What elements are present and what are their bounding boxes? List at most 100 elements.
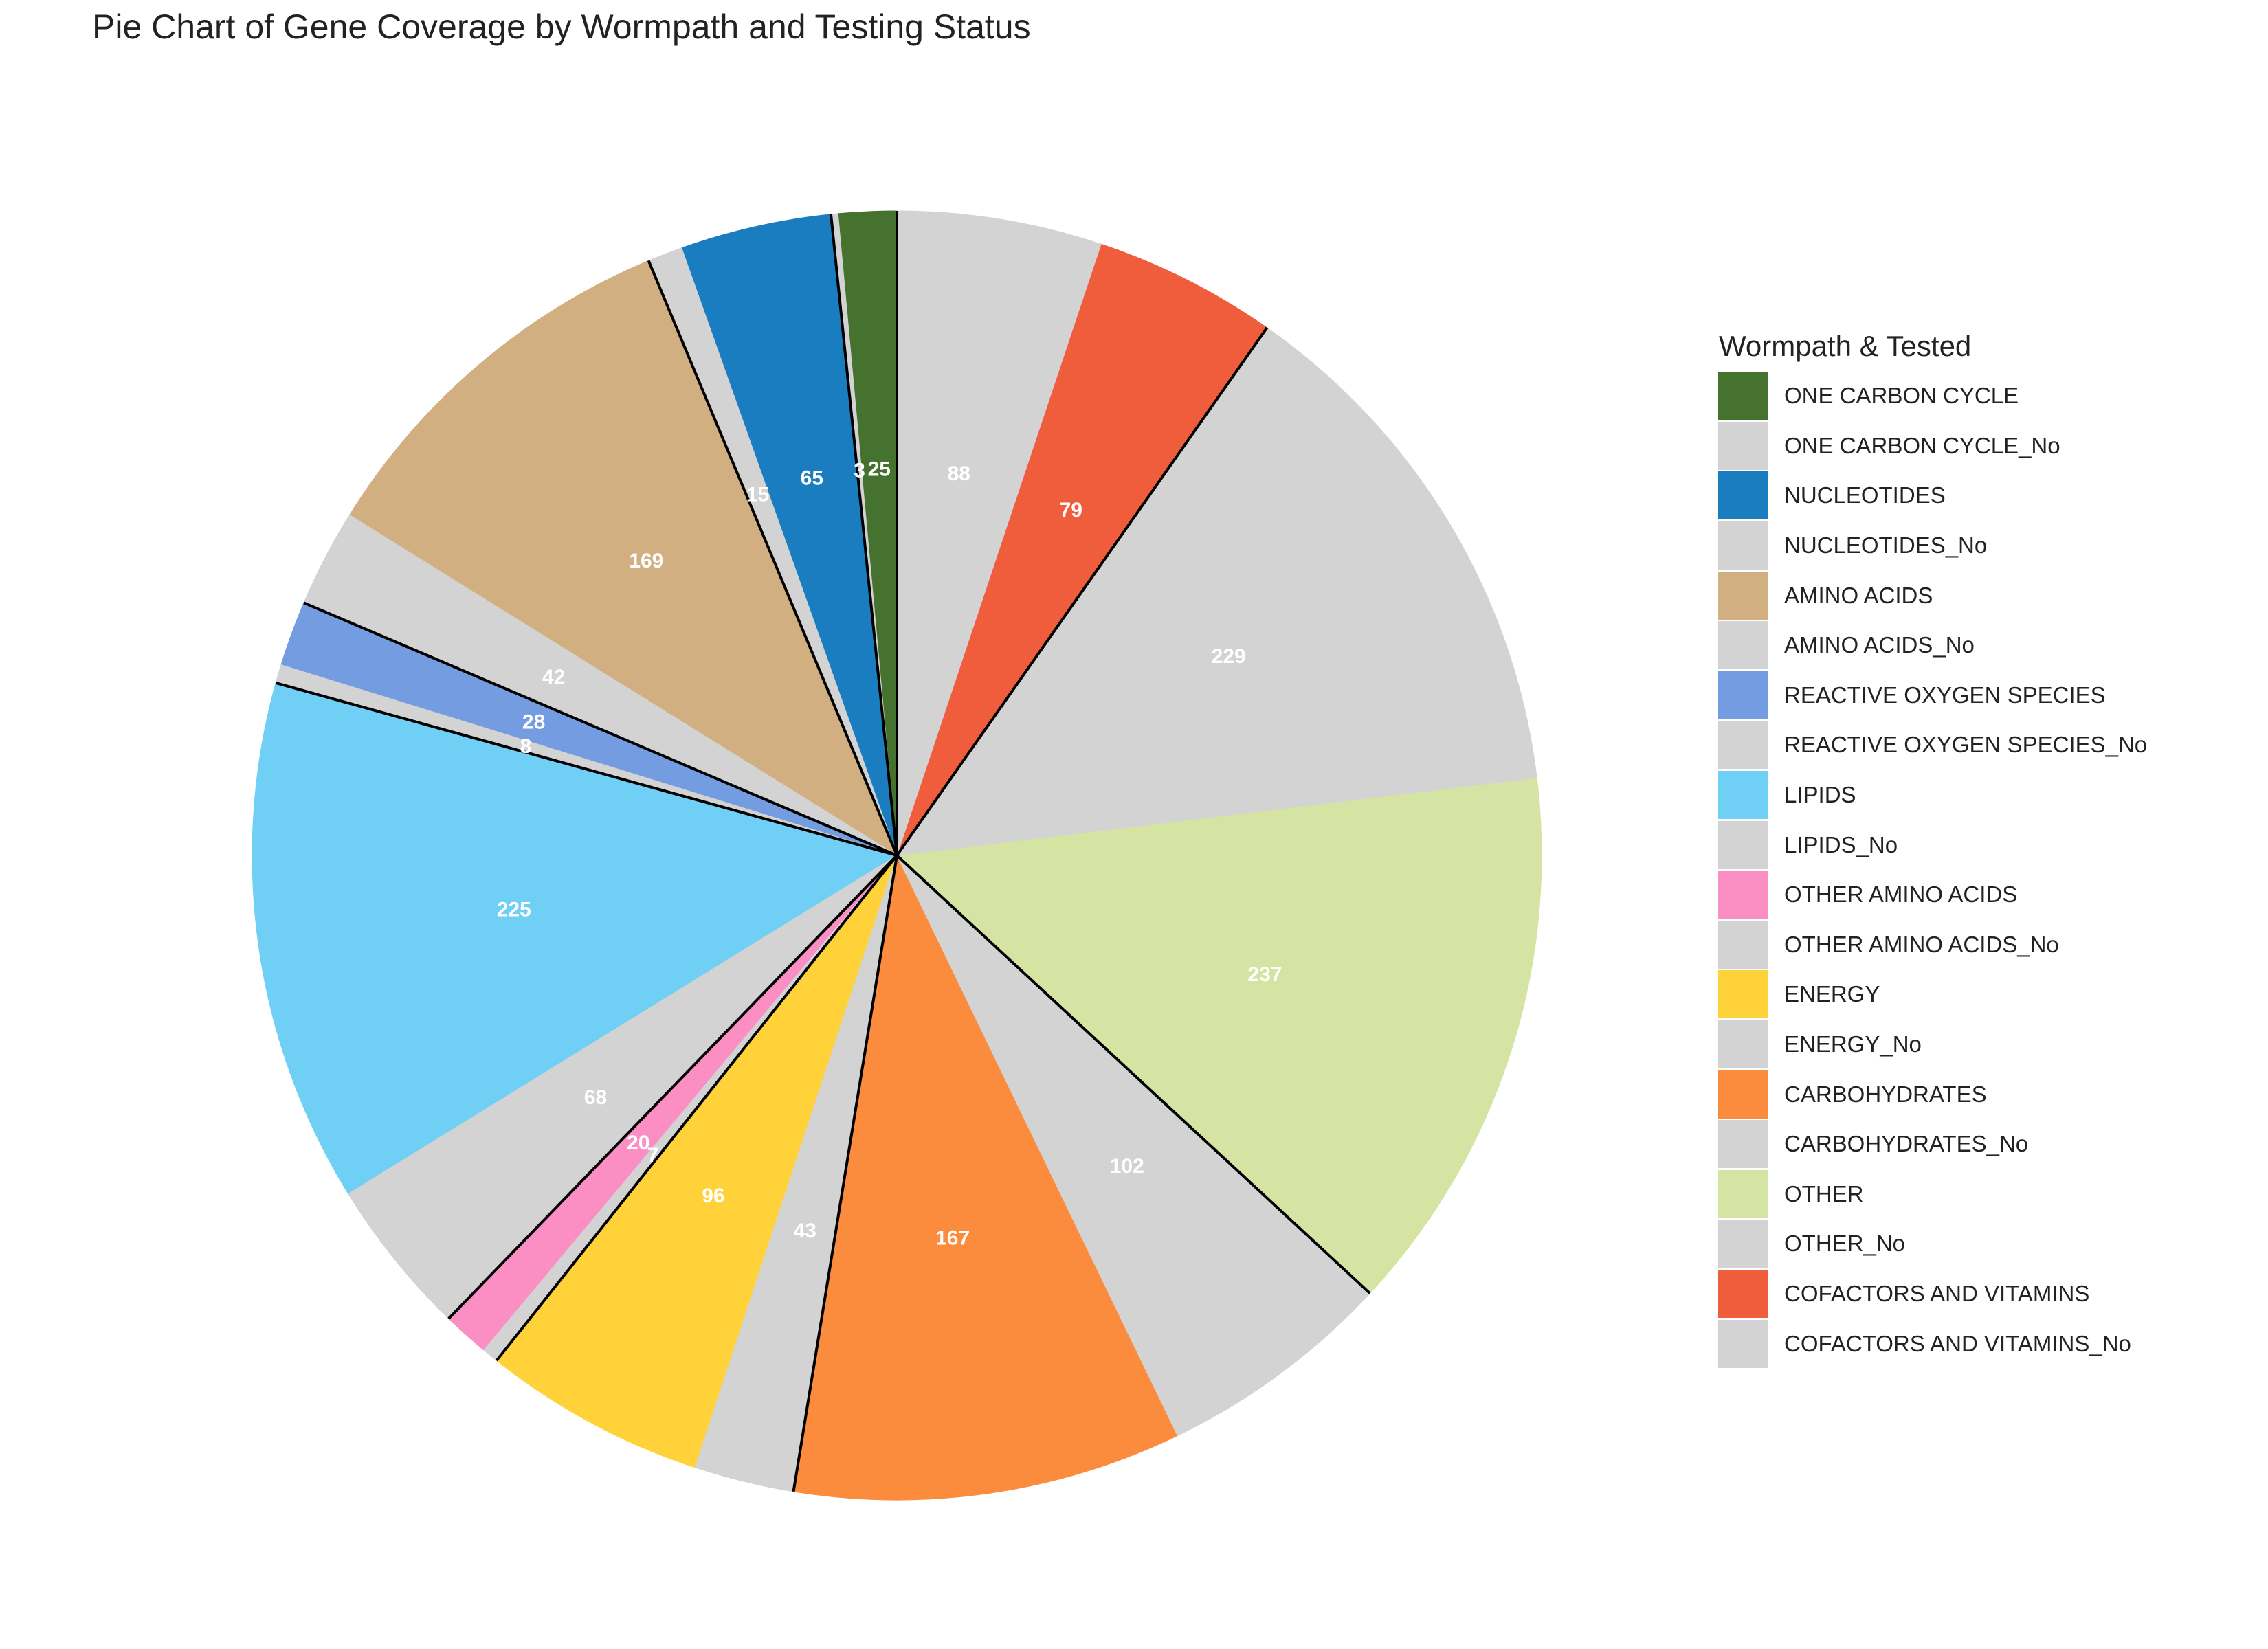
slice-value-label-other-amino-acids: 20 xyxy=(627,1132,649,1154)
legend-item-carbohydrates-no: CARBOHYDRATES_No xyxy=(1718,1119,2147,1169)
slice-value-label-amino-acids-no: 42 xyxy=(542,666,565,688)
slice-cofactors-and-vitamins xyxy=(896,243,1268,856)
group-dividers xyxy=(275,211,1371,1492)
legend-swatch xyxy=(1718,1169,1768,1218)
group-divider-line xyxy=(303,601,898,857)
slice-value-label-other: 237 xyxy=(1247,963,1282,986)
legend-item-carbohydrates: CARBOHYDRATES xyxy=(1718,1069,2147,1119)
pie-slices xyxy=(252,210,1542,1501)
slice-value-label-energy-no: 43 xyxy=(794,1220,816,1242)
legend-label: OTHER AMINO ACIDS_No xyxy=(1784,931,2059,957)
legend-label: ONE CARBON CYCLE xyxy=(1784,383,2019,409)
legend-swatch xyxy=(1718,521,1768,570)
legend-swatch xyxy=(1718,1220,1768,1268)
legend-item-nucleotides-no: NUCLEOTIDES_No xyxy=(1718,521,2147,571)
legend-swatch xyxy=(1718,421,1768,470)
legend-swatch xyxy=(1718,1319,1768,1368)
legend-swatch xyxy=(1718,621,1768,670)
legend-label: NUCLEOTIDES_No xyxy=(1784,532,1988,559)
legend-label: COFACTORS AND VITAMINS xyxy=(1784,1280,2090,1306)
group-divider-line xyxy=(830,214,898,856)
group-divider-line xyxy=(896,326,1269,857)
legend-swatch xyxy=(1718,1120,1768,1169)
group-divider-line xyxy=(647,260,898,856)
slice-nucleotides xyxy=(681,214,898,856)
legend-item-other-amino-acids-no: OTHER AMINO ACIDS_No xyxy=(1718,920,2147,970)
legend-label: AMINO ACIDS_No xyxy=(1784,632,1975,658)
slice-value-label-carbohydrates: 167 xyxy=(935,1226,970,1249)
slice-energy xyxy=(496,855,898,1468)
legend-label: ENERGY xyxy=(1784,981,1880,1007)
slice-other xyxy=(896,777,1542,1294)
legend-label: CARBOHYDRATES_No xyxy=(1784,1131,2029,1157)
slice-value-label-cofactors-and-vitamins-no: 88 xyxy=(948,462,970,485)
slice-value-label-nucleotides: 65 xyxy=(801,467,823,489)
slice-carbohydrates-no xyxy=(896,855,1370,1437)
legend-swatch xyxy=(1718,671,1768,719)
legend-swatch xyxy=(1718,1269,1768,1318)
legend-label: OTHER AMINO ACIDS xyxy=(1784,882,2018,908)
slice-lipids-no xyxy=(348,855,898,1319)
legend-item-reactive-oxygen-species: REACTIVE OXYGEN SPECIES xyxy=(1718,671,2147,721)
legend-items: ONE CARBON CYCLE ONE CARBON CYCLE_No NUCLE… xyxy=(1718,371,2147,1369)
legend-item-other-no: OTHER_No xyxy=(1718,1219,2147,1269)
legend-title: Wormpath & Tested xyxy=(1719,330,1972,362)
legend-swatch xyxy=(1718,920,1768,969)
slice-value-label-carbohydrates-no: 102 xyxy=(1110,1155,1144,1178)
slice-carbohydrates xyxy=(792,854,1178,1501)
legend-item-lipids-no: LIPIDS_No xyxy=(1718,820,2147,870)
legend-swatch xyxy=(1718,471,1768,520)
legend-label: NUCLEOTIDES xyxy=(1784,482,1946,508)
legend-item-one-carbon-cycle-no: ONE CARBON CYCLE_No xyxy=(1718,421,2147,471)
legend-item-energy-no: ENERGY_No xyxy=(1718,1020,2147,1070)
legend-label: OTHER_No xyxy=(1784,1231,1906,1257)
slice-lipids xyxy=(252,682,898,1195)
legend-item-cofactors-and-vitamins-no: COFACTORS AND VITAMINS_No xyxy=(1718,1319,2147,1369)
legend-label: OTHER xyxy=(1784,1180,1864,1207)
group-divider-line xyxy=(275,682,898,857)
legend: Wormpath & Tested ONE CARBON CYCLE ONE CA… xyxy=(1718,330,2147,1369)
slice-value-label-amino-acids: 169 xyxy=(629,550,663,572)
legend-label: LIPIDS_No xyxy=(1784,831,1898,857)
legend-item-reactive-oxygen-species-no: REACTIVE OXYGEN SPECIES_No xyxy=(1718,720,2147,770)
legend-item-other-amino-acids: OTHER AMINO ACIDS xyxy=(1718,870,2147,920)
group-divider-line xyxy=(447,854,898,1320)
slice-amino-acids xyxy=(348,260,898,857)
legend-item-cofactors-and-vitamins: COFACTORS AND VITAMINS xyxy=(1718,1269,2147,1319)
legend-label: REACTIVE OXYGEN SPECIES xyxy=(1784,682,2106,708)
chart-title: Pie Chart of Gene Coverage by Wormpath a… xyxy=(92,8,1031,46)
legend-label: CARBOHYDRATES xyxy=(1784,1081,1987,1107)
slice-value-label-other-no: 229 xyxy=(1212,645,1246,668)
legend-item-energy: ENERGY xyxy=(1718,969,2147,1020)
slice-value-label-one-carbon-cycle: 25 xyxy=(868,458,891,480)
slice-value-label-reactive-oxygen-species: 28 xyxy=(522,711,545,734)
slice-labels: 253 65 15 169 42 288 225 68 207 96 43 167 102 237 229 7… xyxy=(497,458,1282,1249)
slice-other-no xyxy=(896,327,1537,856)
slice-value-label-lipids: 225 xyxy=(497,899,531,921)
legend-label: REACTIVE OXYGEN SPECIES_No xyxy=(1784,732,2148,758)
legend-swatch xyxy=(1718,771,1768,820)
slice-value-label-reactive-oxygen-species-no: 8 xyxy=(520,735,532,758)
legend-swatch xyxy=(1718,1020,1768,1069)
legend-label: LIPIDS xyxy=(1784,782,1856,808)
legend-item-other: OTHER xyxy=(1718,1169,2147,1220)
legend-swatch xyxy=(1718,871,1768,919)
group-divider-line xyxy=(495,854,898,1362)
slice-cofactors-and-vitamins-no xyxy=(896,210,1102,856)
legend-label: ONE CARBON CYCLE_No xyxy=(1784,432,2060,458)
legend-item-amino-acids-no: AMINO ACIDS_No xyxy=(1718,620,2147,671)
legend-swatch xyxy=(1718,970,1768,1019)
group-divider-line xyxy=(792,855,898,1492)
legend-item-one-carbon-cycle: ONE CARBON CYCLE xyxy=(1718,371,2147,421)
legend-item-amino-acids: AMINO ACIDS xyxy=(1718,570,2147,620)
legend-swatch xyxy=(1718,1070,1768,1119)
slice-value-label-one-carbon-cycle-no: 3 xyxy=(854,459,865,482)
slice-value-label-cofactors-and-vitamins: 79 xyxy=(1060,499,1082,521)
legend-swatch xyxy=(1718,571,1768,620)
legend-label: COFACTORS AND VITAMINS_No xyxy=(1784,1330,2131,1356)
legend-swatch xyxy=(1718,820,1768,869)
legend-item-lipids: LIPIDS xyxy=(1718,770,2147,820)
group-divider-line xyxy=(896,854,1371,1294)
slice-value-label-nucleotides-no: 15 xyxy=(746,483,769,506)
